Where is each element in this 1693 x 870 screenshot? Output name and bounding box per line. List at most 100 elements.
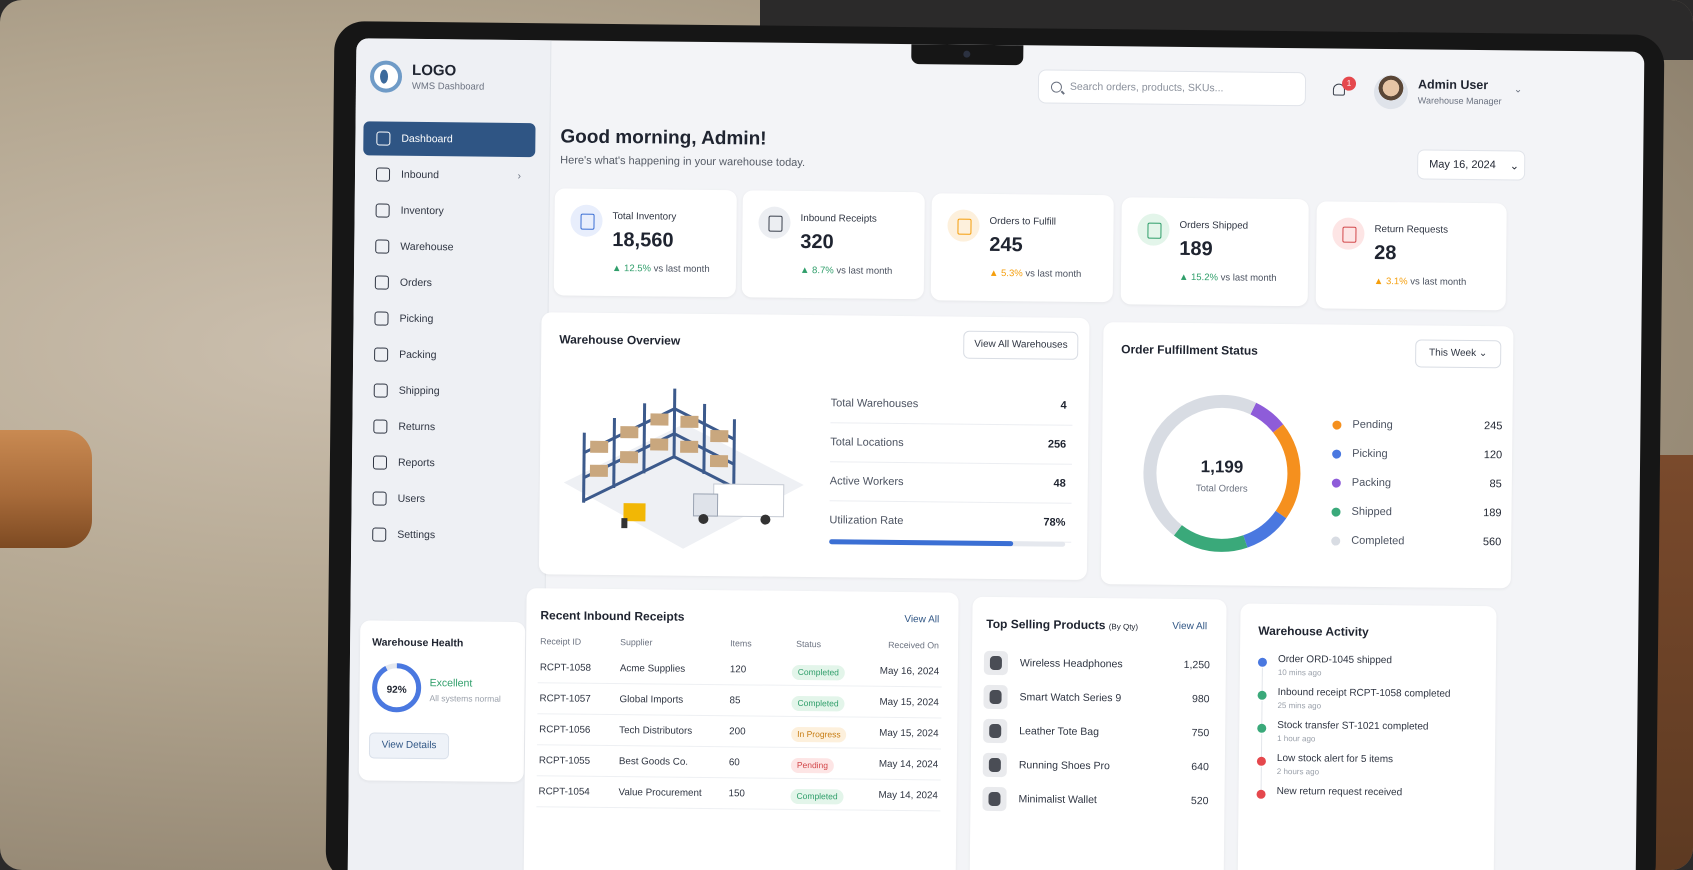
sidebar-item-returns[interactable]: Returns: [360, 409, 532, 445]
product-name: Running Shoes Pro: [1018, 759, 1110, 773]
notifications-button[interactable]: 1: [1328, 76, 1357, 101]
view-all-products-link[interactable]: View All: [1172, 620, 1208, 633]
wooden-object-left: [0, 430, 92, 548]
warehouse-overview-panel: Warehouse Overview View All Warehouses T…: [538, 312, 1090, 580]
legend-swatch: [1332, 449, 1342, 459]
warehouse-stat-row: Utilization Rate 78%: [829, 502, 1072, 543]
legend-item-completed[interactable]: Completed 560: [1331, 533, 1501, 555]
legend-label: Shipped: [1351, 505, 1392, 519]
search-input[interactable]: [1069, 80, 1291, 96]
product-row[interactable]: Minimalist Wallet 520: [982, 783, 1209, 819]
page-title: Good morning, Admin!: [560, 126, 767, 150]
warehouse-health-card: Warehouse Health 92% Excellent All syste…: [358, 620, 526, 783]
warehouse-stat-label: Active Workers: [829, 475, 904, 489]
warehouse-overview-title: Warehouse Overview: [559, 332, 681, 348]
returns-icon: [373, 419, 388, 434]
date-picker-button[interactable]: May 16, 2024 ⌄: [1417, 149, 1526, 181]
product-thumbnail: [982, 786, 1007, 812]
return-icon: [1332, 217, 1365, 250]
warehouse-stat-value: 4: [1060, 399, 1067, 412]
health-title: Warehouse Health: [372, 636, 464, 650]
warehouse-stat-value: 78%: [1043, 516, 1066, 529]
trend-up-icon: ▲: [1178, 271, 1189, 284]
table-row[interactable]: RCPT-1054 Value Procurement 150 Completed Ma…: [536, 776, 941, 812]
sidebar-item-orders[interactable]: Orders: [362, 265, 534, 301]
warehouse-stat-label: Total Warehouses: [830, 397, 919, 411]
search-icon: [1050, 81, 1063, 93]
receipt-id[interactable]: RCPT-1058: [539, 662, 592, 674]
receipt-id[interactable]: RCPT-1056: [539, 724, 591, 736]
sidebar-item-picking[interactable]: Picking: [361, 301, 533, 337]
sidebar-item-label: Warehouse: [400, 240, 454, 254]
top-products-panel: Top Selling Products (By Qty) View All W…: [969, 596, 1227, 870]
trend-suffix: vs last month: [1220, 272, 1277, 284]
stat-card-total-inventory[interactable]: Total Inventory 18,560 ▲ 12.5% vs last mon…: [553, 188, 737, 298]
legend-item-packing[interactable]: Packing 85: [1331, 475, 1502, 497]
period-select[interactable]: This Week ⌄: [1415, 339, 1502, 369]
sidebar-item-inventory[interactable]: Inventory: [362, 193, 534, 229]
activity-item[interactable]: Stock transfer ST-1021 completed 1 hour a…: [1257, 720, 1487, 758]
search-box[interactable]: [1037, 69, 1307, 107]
view-all-receipts-link[interactable]: View All: [904, 614, 940, 626]
legend-item-pending[interactable]: Pending 245: [1332, 417, 1502, 439]
product-row[interactable]: Wireless Headphones 1,250: [983, 647, 1210, 683]
receipt-id[interactable]: RCPT-1057: [539, 693, 591, 705]
stat-value: 245: [989, 233, 1023, 257]
donut-slice-pending[interactable]: [1143, 394, 1301, 552]
product-qty: 980: [1191, 693, 1210, 706]
receipt-id[interactable]: RCPT-1054: [538, 786, 590, 798]
sidebar-item-packing[interactable]: Packing: [361, 337, 533, 373]
table-row[interactable]: RCPT-1058 Acme Supplies 120 Completed May 16…: [537, 652, 942, 688]
table-row[interactable]: RCPT-1055 Best Goods Co. 60 Pending May 14, …: [536, 745, 942, 781]
trend-percent: 3.1%: [1385, 276, 1408, 288]
product-row[interactable]: Running Shoes Pro 640: [982, 749, 1209, 785]
trend-percent: 15.2%: [1190, 272, 1219, 284]
sidebar-item-warehouse[interactable]: Warehouse: [362, 229, 534, 265]
legend-value: 120: [1483, 449, 1503, 462]
warehouse-icon: [375, 239, 390, 254]
sidebar-item-shipping[interactable]: Shipping: [361, 373, 533, 409]
stat-card-orders-shipped[interactable]: Orders Shipped 189 ▲ 15.2% vs last month: [1120, 197, 1309, 307]
view-all-warehouses-button[interactable]: View All Warehouses: [963, 330, 1079, 360]
activity-status-icon: [1257, 690, 1267, 700]
sidebar-item-inbound[interactable]: Inbound ›: [363, 157, 535, 193]
donut-slice-completed[interactable]: [1143, 394, 1301, 552]
sidebar-item-dashboard[interactable]: Dashboard: [363, 121, 536, 158]
stat-card-return-requests[interactable]: Return Requests 28 ▲ 3.1% vs last month: [1315, 201, 1507, 311]
inbound-receipts-title: Recent Inbound Receipts: [540, 608, 685, 624]
brand-subtitle: WMS Dashboard: [411, 80, 485, 93]
utilization-bar-fill: [829, 539, 1014, 547]
product-row[interactable]: Smart Watch Series 9 980: [983, 681, 1210, 717]
period-label: This Week: [1429, 347, 1477, 360]
chevron-down-icon[interactable]: ⌄: [1513, 84, 1523, 96]
donut-slice-shipped[interactable]: [1143, 394, 1301, 552]
stat-card-orders-to-fulfill[interactable]: Orders to Fulfill 245 ▲ 5.3% vs last month: [930, 193, 1114, 303]
status-badge: Completed: [791, 664, 846, 681]
date-label: May 16, 2024: [1429, 158, 1496, 172]
warehouse-stat-label: Total Locations: [830, 436, 904, 450]
sidebar-item-settings[interactable]: Settings: [359, 517, 531, 553]
legend-item-picking[interactable]: Picking 120: [1332, 446, 1502, 468]
product-qty: 520: [1190, 795, 1209, 808]
activity-item[interactable]: Low stock alert for 5 items 2 hours ago: [1256, 752, 1487, 791]
table-row[interactable]: RCPT-1057 Global Imports 85 Completed May 15…: [537, 683, 942, 719]
sidebar-item-reports[interactable]: Reports: [360, 445, 532, 481]
activity-item[interactable]: New return request received: [1256, 786, 1486, 822]
view-details-button[interactable]: View Details: [368, 732, 450, 760]
avatar[interactable]: [1373, 74, 1409, 110]
activity-item[interactable]: Order ORD-1045 shipped 10 mins ago: [1257, 654, 1488, 692]
stat-card-inbound-receipts[interactable]: Inbound Receipts 320 ▲ 8.7% vs last month: [741, 190, 925, 300]
warehouse-stat-value: 48: [1053, 477, 1066, 490]
activity-time: 1 hour ago: [1277, 733, 1316, 744]
receipt-id[interactable]: RCPT-1055: [538, 755, 591, 767]
user-name[interactable]: Admin User: [1417, 77, 1489, 93]
table-row[interactable]: RCPT-1056 Tech Distributors 200 In Progress…: [537, 714, 942, 750]
activity-text: Low stock alert for 5 items: [1276, 752, 1394, 766]
sidebar-item-users[interactable]: Users: [359, 481, 531, 517]
legend-item-shipped[interactable]: Shipped 189: [1331, 504, 1502, 526]
product-row[interactable]: Leather Tote Bag 750: [983, 715, 1209, 751]
brand[interactable]: LOGO WMS Dashboard: [369, 60, 485, 93]
activity-item[interactable]: Inbound receipt RCPT-1058 completed 25 mi…: [1257, 687, 1487, 725]
table-header-cell: Receipt ID: [540, 636, 582, 647]
trend-suffix: vs last month: [1025, 268, 1082, 280]
